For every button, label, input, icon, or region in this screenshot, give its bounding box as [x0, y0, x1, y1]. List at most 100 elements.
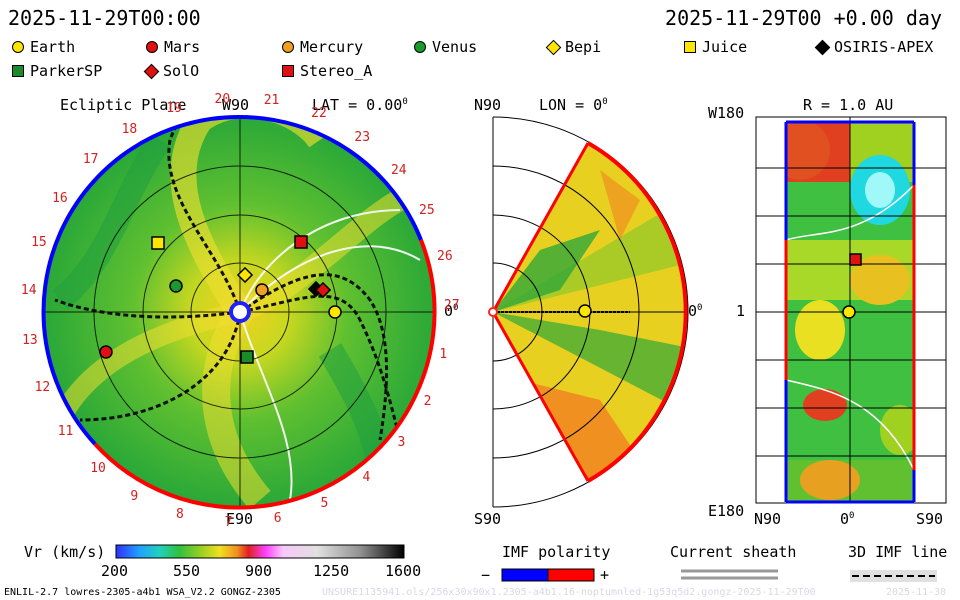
- ecliptic-top-label: W90: [222, 96, 250, 114]
- footer-date-tail: 2025-11-30: [886, 587, 947, 598]
- ecliptic-lat-label: LAT = 0.000: [312, 96, 408, 114]
- legend-square-icon: [282, 65, 294, 77]
- day-number: 6: [273, 510, 282, 526]
- meridional-plot: [488, 116, 689, 508]
- day-number: 5: [320, 495, 329, 511]
- legend-label: Mars: [164, 38, 201, 56]
- legend-square-icon: [12, 65, 24, 77]
- legend-label: SolO: [163, 62, 200, 80]
- day-number: 15: [31, 235, 47, 251]
- legend-item: Venus: [414, 38, 477, 56]
- mercury-marker: [255, 283, 269, 297]
- legend-circle-icon: [282, 41, 294, 53]
- map-r-label: R = 1.0 AU: [803, 96, 894, 114]
- legend-circle-icon: [414, 41, 426, 53]
- earth-marker: [328, 305, 342, 319]
- colorbar-tick: 900: [245, 562, 273, 580]
- footer-run-id: UNSURE1135941.ols/256x30x90x1.2305-a4b1.…: [322, 587, 816, 598]
- legend-label: OSIRIS-APEX: [834, 38, 934, 56]
- day-number: 12: [34, 380, 51, 396]
- meridional-right-label: 00: [688, 302, 703, 320]
- imf-minus: −: [481, 566, 491, 584]
- day-number: 20: [214, 91, 231, 107]
- map-mid-left-label: 1: [736, 302, 746, 320]
- day-number: 26: [437, 249, 453, 265]
- day-number: 7: [224, 514, 233, 530]
- imf-plus: +: [600, 566, 610, 584]
- current-sheath-title: Current sheath: [670, 543, 797, 561]
- day-number: 2: [423, 393, 432, 409]
- legend-item: SolO: [143, 62, 200, 80]
- mars-marker: [99, 345, 113, 359]
- legend-item: Earth: [12, 38, 75, 56]
- colorbar-tick: 1250: [313, 562, 350, 580]
- day-number: 25: [419, 203, 435, 219]
- day-number: 16: [52, 190, 68, 206]
- ecliptic-bottom-label: E90: [226, 510, 254, 528]
- bepi-marker: [236, 266, 254, 284]
- colorbar-tick: 200: [101, 562, 129, 580]
- ecliptic-right-label: 00: [444, 302, 459, 320]
- map-top-left-label: W180: [708, 104, 745, 122]
- stereo-a-marker: [294, 235, 308, 249]
- legend-label: ParkerSP: [30, 62, 103, 80]
- legend-label: Earth: [30, 38, 76, 56]
- day-number: 22: [311, 106, 327, 122]
- imf-polarity-title: IMF polarity: [502, 543, 611, 561]
- legend-label: Bepi: [565, 38, 602, 56]
- day-number: 19: [166, 101, 182, 117]
- day-number: 24: [390, 162, 407, 178]
- day-number: 27: [443, 297, 460, 313]
- legend-square-icon: [684, 41, 696, 53]
- colorbar-title: Vr (km/s): [24, 543, 106, 561]
- day-number: 3: [397, 435, 406, 451]
- day-number: 13: [22, 332, 38, 348]
- map-x-right-label: S90: [916, 510, 944, 528]
- colorbar-tick: 1600: [385, 562, 422, 580]
- map-x-mid-label: 00: [840, 510, 855, 528]
- day-number: 8: [176, 507, 184, 523]
- legend-label: Venus: [432, 38, 478, 56]
- day-number: 17: [82, 152, 99, 168]
- legend-item: Mars: [146, 38, 200, 56]
- meridional-bottom-label: S90: [474, 510, 502, 528]
- legend-label: Juice: [702, 38, 748, 56]
- day-number: 9: [130, 489, 139, 505]
- juice-marker: [151, 236, 165, 250]
- day-number: 4: [362, 470, 371, 486]
- solo-marker: [314, 281, 332, 299]
- legend-label: Mercury: [300, 38, 364, 56]
- day-number: 1: [439, 347, 448, 363]
- legend-item: Mercury: [282, 38, 363, 56]
- r1au-map-plot: [755, 116, 947, 504]
- meridional-top-label: N90: [474, 96, 502, 114]
- legend-item: Juice: [684, 38, 747, 56]
- legend-item: OSIRIS-APEX: [814, 38, 934, 56]
- legend-circle-icon: [12, 41, 24, 53]
- legend-item: ParkerSP: [12, 62, 102, 80]
- day-number: 21: [263, 93, 280, 109]
- day-number: 11: [57, 423, 74, 439]
- day-number: 18: [121, 122, 138, 138]
- meridional-lon-label: LON = 00: [539, 96, 608, 114]
- date-left: 2025-11-29T00:00: [8, 6, 201, 30]
- ecliptic-title: Ecliptic Plane: [60, 96, 187, 114]
- imf-3d-title: 3D IMF line: [848, 543, 948, 561]
- legend-item: Stereo_A: [282, 62, 372, 80]
- day-number: 23: [354, 129, 371, 145]
- venus-marker: [169, 279, 183, 293]
- map-x-left-label: N90: [754, 510, 782, 528]
- parkersp-marker: [240, 350, 254, 364]
- day-number: 10: [90, 460, 106, 476]
- day-number: 14: [20, 283, 37, 299]
- legend-circle-icon: [146, 41, 158, 53]
- footer-model: ENLIL-2.7 lowres-2305-a4b1 WSA_V2.2 GONG…: [4, 587, 281, 598]
- ecliptic-plane-plot: [41, 114, 437, 510]
- colorbar: [115, 544, 405, 559]
- date-right: 2025-11-29T00 +0.00 day: [665, 6, 942, 30]
- colorbar-tick: 550: [173, 562, 201, 580]
- map-bottom-left-label: E180: [708, 502, 745, 520]
- legend-item: Bepi: [545, 38, 602, 56]
- legend-label: Stereo_A: [300, 62, 373, 80]
